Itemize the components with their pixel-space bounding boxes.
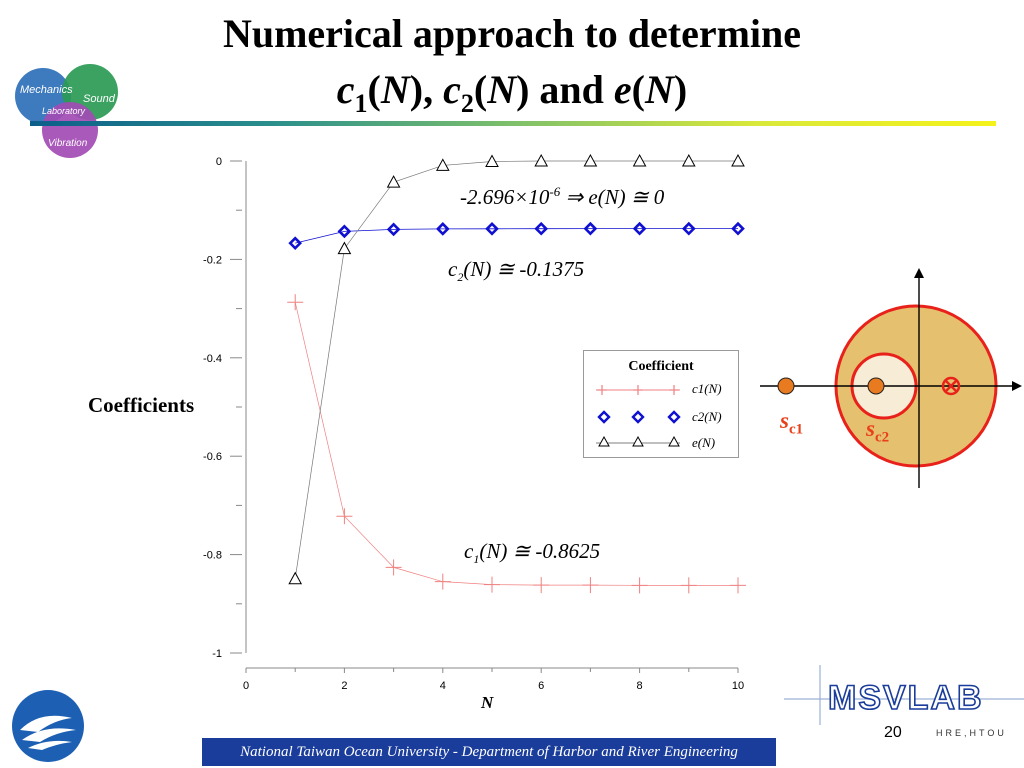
data-point-e (681, 153, 696, 167)
data-point-c2 (386, 222, 401, 237)
data-point-e (583, 153, 598, 167)
y-axis-label: Coefficients (88, 393, 195, 417)
data-point-c1 (730, 577, 746, 594)
data-point-e (288, 571, 303, 585)
data-point-e (485, 154, 499, 167)
y-tick-label: 0 (216, 156, 222, 168)
logo-word-laboratory: Laboratory (42, 106, 86, 116)
annotation-e: -2.696×10-6 ⇒ e(N) ≅ 0 (460, 184, 665, 209)
series-line-1 (295, 228, 738, 244)
data-point-e (632, 153, 647, 167)
legend-title: Coefficient (628, 359, 694, 374)
series-line-2 (294, 160, 738, 579)
data-point-c2 (583, 221, 598, 236)
x-axis-label: N (481, 693, 494, 712)
y-tick-label: -0.8 (203, 550, 222, 562)
label-sc1: sc1 (780, 408, 804, 438)
x-tick-label: 10 (732, 680, 744, 692)
legend-label-c2: c2(N) (692, 409, 722, 424)
legend-marker-c2 (597, 410, 681, 424)
university-emblem (12, 690, 84, 762)
data-point-e (386, 175, 401, 188)
data-point-c1 (582, 577, 599, 594)
chart-legend: Coefficient c1(N) c2(N) e(N) (583, 350, 739, 458)
series-line-0 (294, 302, 738, 586)
data-point-c2 (534, 221, 549, 236)
logo-word-sound: Sound (83, 93, 115, 105)
data-point-c1 (434, 573, 451, 590)
data-point-c1 (484, 576, 500, 593)
title-underline (30, 121, 996, 126)
x-tick-label: 8 (637, 680, 643, 692)
data-point-c2 (435, 222, 450, 236)
data-point-e (337, 241, 352, 255)
brand-subtitle: HRE,HTOU (936, 728, 1007, 738)
data-point-e (534, 153, 549, 167)
logo-word-mechanics: Mechanics (20, 84, 73, 96)
data-point-c1 (287, 294, 304, 311)
data-point-c2 (731, 221, 745, 236)
logo-word-vibration: Vibration (48, 138, 88, 149)
annotation-c1: c1(N) ≅ -0.8625 (464, 539, 601, 567)
data-point-c1 (631, 577, 648, 594)
logo-circle-purple (42, 102, 98, 158)
x-tick-label: 6 (538, 680, 544, 692)
page-number: 20 (884, 724, 902, 741)
y-tick-label: -1 (212, 648, 222, 660)
legend-marker-c1 (597, 385, 679, 395)
slide-title-line2: c1(N), c2(N) and e(N) (336, 67, 688, 118)
chart-axes: 0 -0.2 -0.4 -0.6 -0.8 -1 0 2 4 6 8 10 (203, 156, 744, 692)
data-point-c2 (632, 221, 647, 236)
data-point-c2 (337, 224, 352, 239)
legend-label-c1: c1(N) (692, 381, 722, 396)
x-tick-label: 4 (440, 680, 446, 692)
data-point-c2 (485, 221, 499, 236)
data-point-c2 (288, 236, 303, 251)
data-point-c1 (336, 508, 353, 525)
label-sc2: sc2 (866, 416, 890, 446)
x-tick-label: 2 (341, 680, 347, 692)
data-point-c1 (533, 577, 550, 594)
x-tick-label: 0 (243, 680, 249, 692)
legend-marker-e (598, 435, 680, 447)
y-tick-label: -0.2 (203, 254, 222, 266)
data-point-c2 (681, 221, 696, 236)
data-point-c1 (385, 559, 402, 576)
chart-series (287, 153, 746, 594)
data-point-e (731, 153, 745, 167)
data-point-e (435, 158, 450, 171)
footer-banner: National Taiwan Ocean University - Depar… (202, 738, 776, 766)
data-point-c1 (680, 577, 697, 594)
legend-markers (596, 385, 681, 447)
y-tick-label: -0.4 (203, 353, 222, 365)
y-tick-label: -0.6 (203, 451, 222, 463)
slide-title-line1: Numerical approach to determine (222, 11, 802, 56)
svg-text:MSVLAB: MSVLAB (828, 679, 984, 717)
legend-label-e: e(N) (692, 435, 716, 450)
msvlab-logo: MSVLAB (784, 665, 1024, 725)
annotation-c2: c2(N) ≅ -0.1375 (448, 257, 585, 285)
